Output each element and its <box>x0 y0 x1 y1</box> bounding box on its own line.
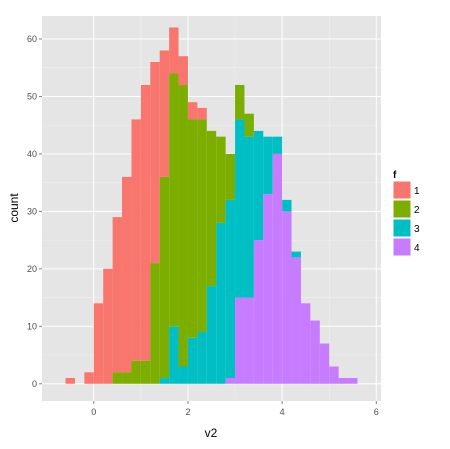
bar-series-2 <box>140 360 151 384</box>
bar-series-2 <box>225 153 236 200</box>
bar-series-1 <box>159 50 170 177</box>
bar-series-1 <box>150 61 160 264</box>
bar-series-3 <box>282 199 292 212</box>
bar-series-3 <box>197 332 207 384</box>
bar-series-3 <box>272 136 283 154</box>
legend-label-1: 1 <box>414 186 420 197</box>
bar-series-3 <box>235 119 245 298</box>
bar-series-3 <box>253 130 264 241</box>
bar-series-4 <box>310 320 320 384</box>
bar-series-2 <box>159 176 170 379</box>
y-tick-label: 0 <box>32 379 37 389</box>
x-axis-title: v2 <box>205 426 218 440</box>
legend-label-4: 4 <box>414 243 420 254</box>
bar-series-3 <box>263 136 273 195</box>
bar-series-4 <box>244 297 254 384</box>
bar-series-4 <box>253 240 264 384</box>
bar-series-1 <box>187 102 198 120</box>
bar-series-2 <box>187 119 198 338</box>
bar-series-4 <box>300 303 311 384</box>
bar-series-1 <box>197 107 207 120</box>
x-tick-label: 0 <box>91 407 96 417</box>
bar-series-4 <box>338 378 349 384</box>
bar-series-1 <box>65 378 75 384</box>
legend: f 1 2 3 4 <box>392 170 420 257</box>
bar-series-2 <box>112 372 123 384</box>
y-tick-label: 40 <box>27 149 37 159</box>
y-tick-label: 50 <box>27 91 37 101</box>
y-tick-label: 20 <box>27 264 37 274</box>
bar-series-3 <box>159 378 170 384</box>
x-tick-label: 2 <box>185 407 190 417</box>
bar-series-1 <box>112 217 123 373</box>
bar-series-4 <box>329 366 339 384</box>
bar-series-2 <box>150 263 160 384</box>
bar-series-2 <box>206 130 217 287</box>
bar-series-1 <box>122 176 132 373</box>
bar-series-3 <box>187 337 198 384</box>
bar-series-4 <box>235 297 245 384</box>
bar-series-2 <box>197 119 207 333</box>
bar-series-1 <box>169 27 179 74</box>
bar-series-2 <box>235 84 245 120</box>
legend-label-3: 3 <box>414 224 420 235</box>
legend-key-1 <box>392 180 412 200</box>
bar-series-3 <box>169 326 179 384</box>
legend-label-2: 2 <box>414 205 420 216</box>
bar-series-1 <box>131 119 141 361</box>
y-tick-label: 10 <box>27 321 37 331</box>
bar-series-4 <box>225 378 236 384</box>
bar-series-1 <box>140 84 151 361</box>
bar-series-1 <box>84 372 94 384</box>
x-tick-label: 4 <box>280 407 285 417</box>
bar-series-3 <box>178 366 188 384</box>
y-tick-label: 60 <box>27 34 37 44</box>
y-axis-title: count <box>7 193 21 223</box>
bar-series-3 <box>244 136 254 298</box>
histogram-bars <box>65 27 358 384</box>
bar-series-4 <box>319 343 330 384</box>
bar-series-2 <box>178 84 188 367</box>
bar-series-4 <box>263 194 273 384</box>
bar-series-4 <box>282 211 292 384</box>
bar-series-4 <box>348 378 358 384</box>
legend-key-4 <box>392 237 412 257</box>
legend-title: f <box>393 170 397 181</box>
bar-series-2 <box>122 372 132 384</box>
bar-series-3 <box>216 222 226 384</box>
bar-series-2 <box>169 73 179 327</box>
bar-series-3 <box>291 251 301 258</box>
bar-series-2 <box>244 113 254 137</box>
legend-key-2 <box>392 199 412 219</box>
x-tick-label: 6 <box>374 407 379 417</box>
bar-series-3 <box>225 199 236 379</box>
x-axis-ticks: 0 2 4 6 <box>91 401 379 417</box>
bar-series-1 <box>103 268 113 384</box>
y-axis-ticks: 0 10 20 30 40 50 60 <box>27 34 42 389</box>
bar-series-1 <box>178 56 188 85</box>
bar-series-2 <box>131 360 141 384</box>
y-tick-label: 30 <box>27 206 37 216</box>
legend-key-3 <box>392 218 412 238</box>
bar-series-2 <box>216 136 226 223</box>
bar-series-4 <box>291 257 301 384</box>
bar-series-1 <box>93 303 104 384</box>
bar-series-3 <box>206 286 217 384</box>
bar-series-4 <box>272 153 283 384</box>
